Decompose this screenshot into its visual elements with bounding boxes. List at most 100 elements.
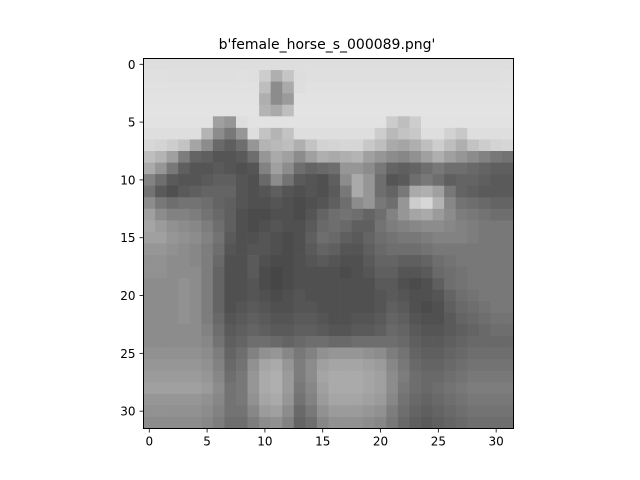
heatmap-cell <box>374 93 387 106</box>
heatmap-cell <box>386 93 399 106</box>
heatmap-cell <box>386 231 399 244</box>
heatmap-cell <box>201 93 214 106</box>
heatmap-cell <box>386 58 399 71</box>
heatmap-cell <box>467 312 480 325</box>
heatmap-cell <box>282 336 295 348</box>
heatmap-cell <box>282 255 295 267</box>
heatmap-cell <box>363 393 376 406</box>
heatmap-cell <box>421 243 433 256</box>
heatmap-cell <box>166 208 179 221</box>
heatmap-cell <box>305 220 318 233</box>
heatmap-cell <box>316 104 329 117</box>
heatmap-cell <box>351 324 364 337</box>
heatmap-cell <box>236 70 248 82</box>
heatmap-cell <box>201 289 214 302</box>
heatmap-cell <box>490 278 503 291</box>
heatmap-cell <box>282 324 295 337</box>
heatmap-cell <box>397 416 410 429</box>
heatmap-cell <box>236 243 248 256</box>
heatmap-cell <box>305 185 318 198</box>
heatmap-cell <box>501 220 514 233</box>
heatmap-cell <box>293 220 306 233</box>
heatmap-cell <box>409 93 422 106</box>
heatmap-cell <box>143 324 156 337</box>
heatmap-cell <box>351 139 364 152</box>
heatmap-cell <box>236 151 248 163</box>
heatmap-cell <box>490 231 503 244</box>
heatmap-cell <box>178 312 191 325</box>
heatmap-cell <box>363 324 376 337</box>
heatmap-cell <box>432 370 445 383</box>
heatmap-cell <box>421 255 433 267</box>
heatmap-cell <box>421 174 433 187</box>
heatmap-cell <box>270 359 283 372</box>
heatmap-cell <box>143 104 156 117</box>
heatmap-cell <box>467 347 480 360</box>
heatmap-cell <box>247 301 260 314</box>
heatmap-cell <box>501 58 514 71</box>
heatmap-cell <box>212 312 225 325</box>
heatmap-cell <box>340 278 352 291</box>
heatmap-cell <box>455 324 468 337</box>
heatmap-cell <box>444 81 457 94</box>
heatmap-cell <box>455 58 468 71</box>
heatmap-cell <box>259 278 272 291</box>
heatmap-cell <box>282 243 295 256</box>
heatmap-cell <box>467 139 480 152</box>
heatmap-cell <box>409 266 422 279</box>
heatmap-cell <box>212 185 225 198</box>
heatmap-cell <box>155 382 167 395</box>
heatmap-cell <box>421 208 433 221</box>
heatmap-cell <box>166 231 179 244</box>
heatmap-cell <box>282 139 295 152</box>
heatmap-cell <box>374 162 387 175</box>
heatmap-cell <box>166 127 179 140</box>
heatmap-cell <box>328 220 341 233</box>
heatmap-cell <box>178 208 191 221</box>
heatmap-cell <box>155 324 167 337</box>
heatmap-cell <box>166 359 179 372</box>
heatmap-cell <box>282 116 295 129</box>
heatmap-cell <box>444 231 457 244</box>
heatmap-cell <box>259 139 272 152</box>
heatmap-cell <box>236 359 248 372</box>
y-tick-label: 25 <box>120 347 135 361</box>
heatmap-cell <box>467 405 480 418</box>
heatmap-cell <box>432 220 445 233</box>
heatmap-cell <box>351 220 364 233</box>
heatmap-cell <box>166 243 179 256</box>
heatmap-cell <box>259 359 272 372</box>
heatmap-cell <box>293 151 306 163</box>
heatmap-cell <box>351 185 364 198</box>
heatmap-cell <box>478 104 491 117</box>
heatmap-cell <box>467 278 480 291</box>
heatmap-cell <box>409 127 422 140</box>
heatmap-cell <box>155 151 167 163</box>
heatmap-cell <box>305 243 318 256</box>
heatmap-cell <box>305 162 318 175</box>
heatmap-cell <box>143 255 156 267</box>
heatmap-cell <box>409 359 422 372</box>
heatmap-cell <box>259 81 272 94</box>
heatmap-cell <box>501 255 514 267</box>
heatmap-cell <box>270 382 283 395</box>
heatmap-cell <box>363 416 376 429</box>
heatmap-cell <box>259 162 272 175</box>
heatmap-cell <box>316 312 329 325</box>
heatmap-cell <box>224 208 237 221</box>
heatmap-cell <box>293 58 306 71</box>
heatmap-cell <box>490 243 503 256</box>
heatmap-cell <box>259 266 272 279</box>
heatmap-cell <box>386 243 399 256</box>
heatmap-cell <box>374 312 387 325</box>
heatmap-cell <box>201 208 214 221</box>
heatmap-cell <box>143 185 156 198</box>
heatmap-cell <box>293 416 306 429</box>
heatmap-cell <box>490 289 503 302</box>
heatmap-cell <box>155 116 167 129</box>
heatmap-cell <box>282 208 295 221</box>
heatmap-cell <box>143 151 156 163</box>
heatmap-cell <box>328 347 341 360</box>
heatmap-cell <box>501 116 514 129</box>
heatmap-cell <box>201 127 214 140</box>
